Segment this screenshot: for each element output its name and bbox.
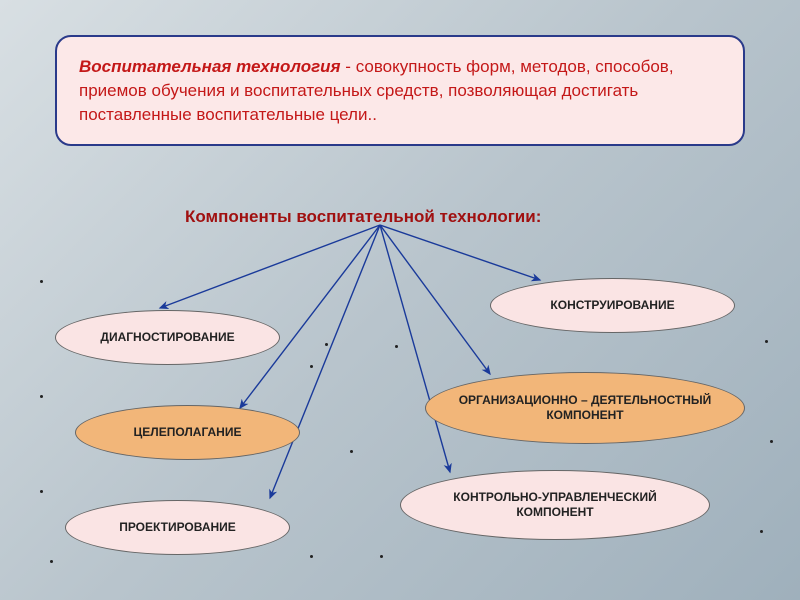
decor-dot: [40, 490, 43, 493]
decor-dot: [40, 280, 43, 283]
decor-dot: [325, 343, 328, 346]
decor-dot: [50, 560, 53, 563]
decor-dot: [770, 440, 773, 443]
decor-dot: [760, 530, 763, 533]
component-ctrl: КОНТРОЛЬНО-УПРАВЛЕНЧЕСКИЙ КОМПОНЕНТ: [400, 470, 710, 540]
decor-dot: [310, 365, 313, 368]
component-constr: КОНСТРУИРОВАНИЕ: [490, 278, 735, 333]
definition-term: Воспитательная технология: [79, 57, 341, 76]
decor-dot: [395, 345, 398, 348]
component-proj: ПРОЕКТИРОВАНИЕ: [65, 500, 290, 555]
decor-dot: [350, 450, 353, 453]
component-goal: ЦЕЛЕПОЛАГАНИЕ: [75, 405, 300, 460]
decor-dot: [380, 555, 383, 558]
definition-box: Воспитательная технология - совокупность…: [55, 35, 745, 146]
component-diag: ДИАГНОСТИРОВАНИЕ: [55, 310, 280, 365]
decor-dot: [40, 395, 43, 398]
decor-dot: [765, 340, 768, 343]
component-org: ОРГАНИЗАЦИОННО – ДЕЯТЕЛЬНОСТНЫЙ КОМПОНЕН…: [425, 372, 745, 444]
section-title: Компоненты воспитательной технологии:: [185, 207, 541, 227]
definition-separator: -: [341, 57, 356, 76]
decor-dot: [310, 555, 313, 558]
